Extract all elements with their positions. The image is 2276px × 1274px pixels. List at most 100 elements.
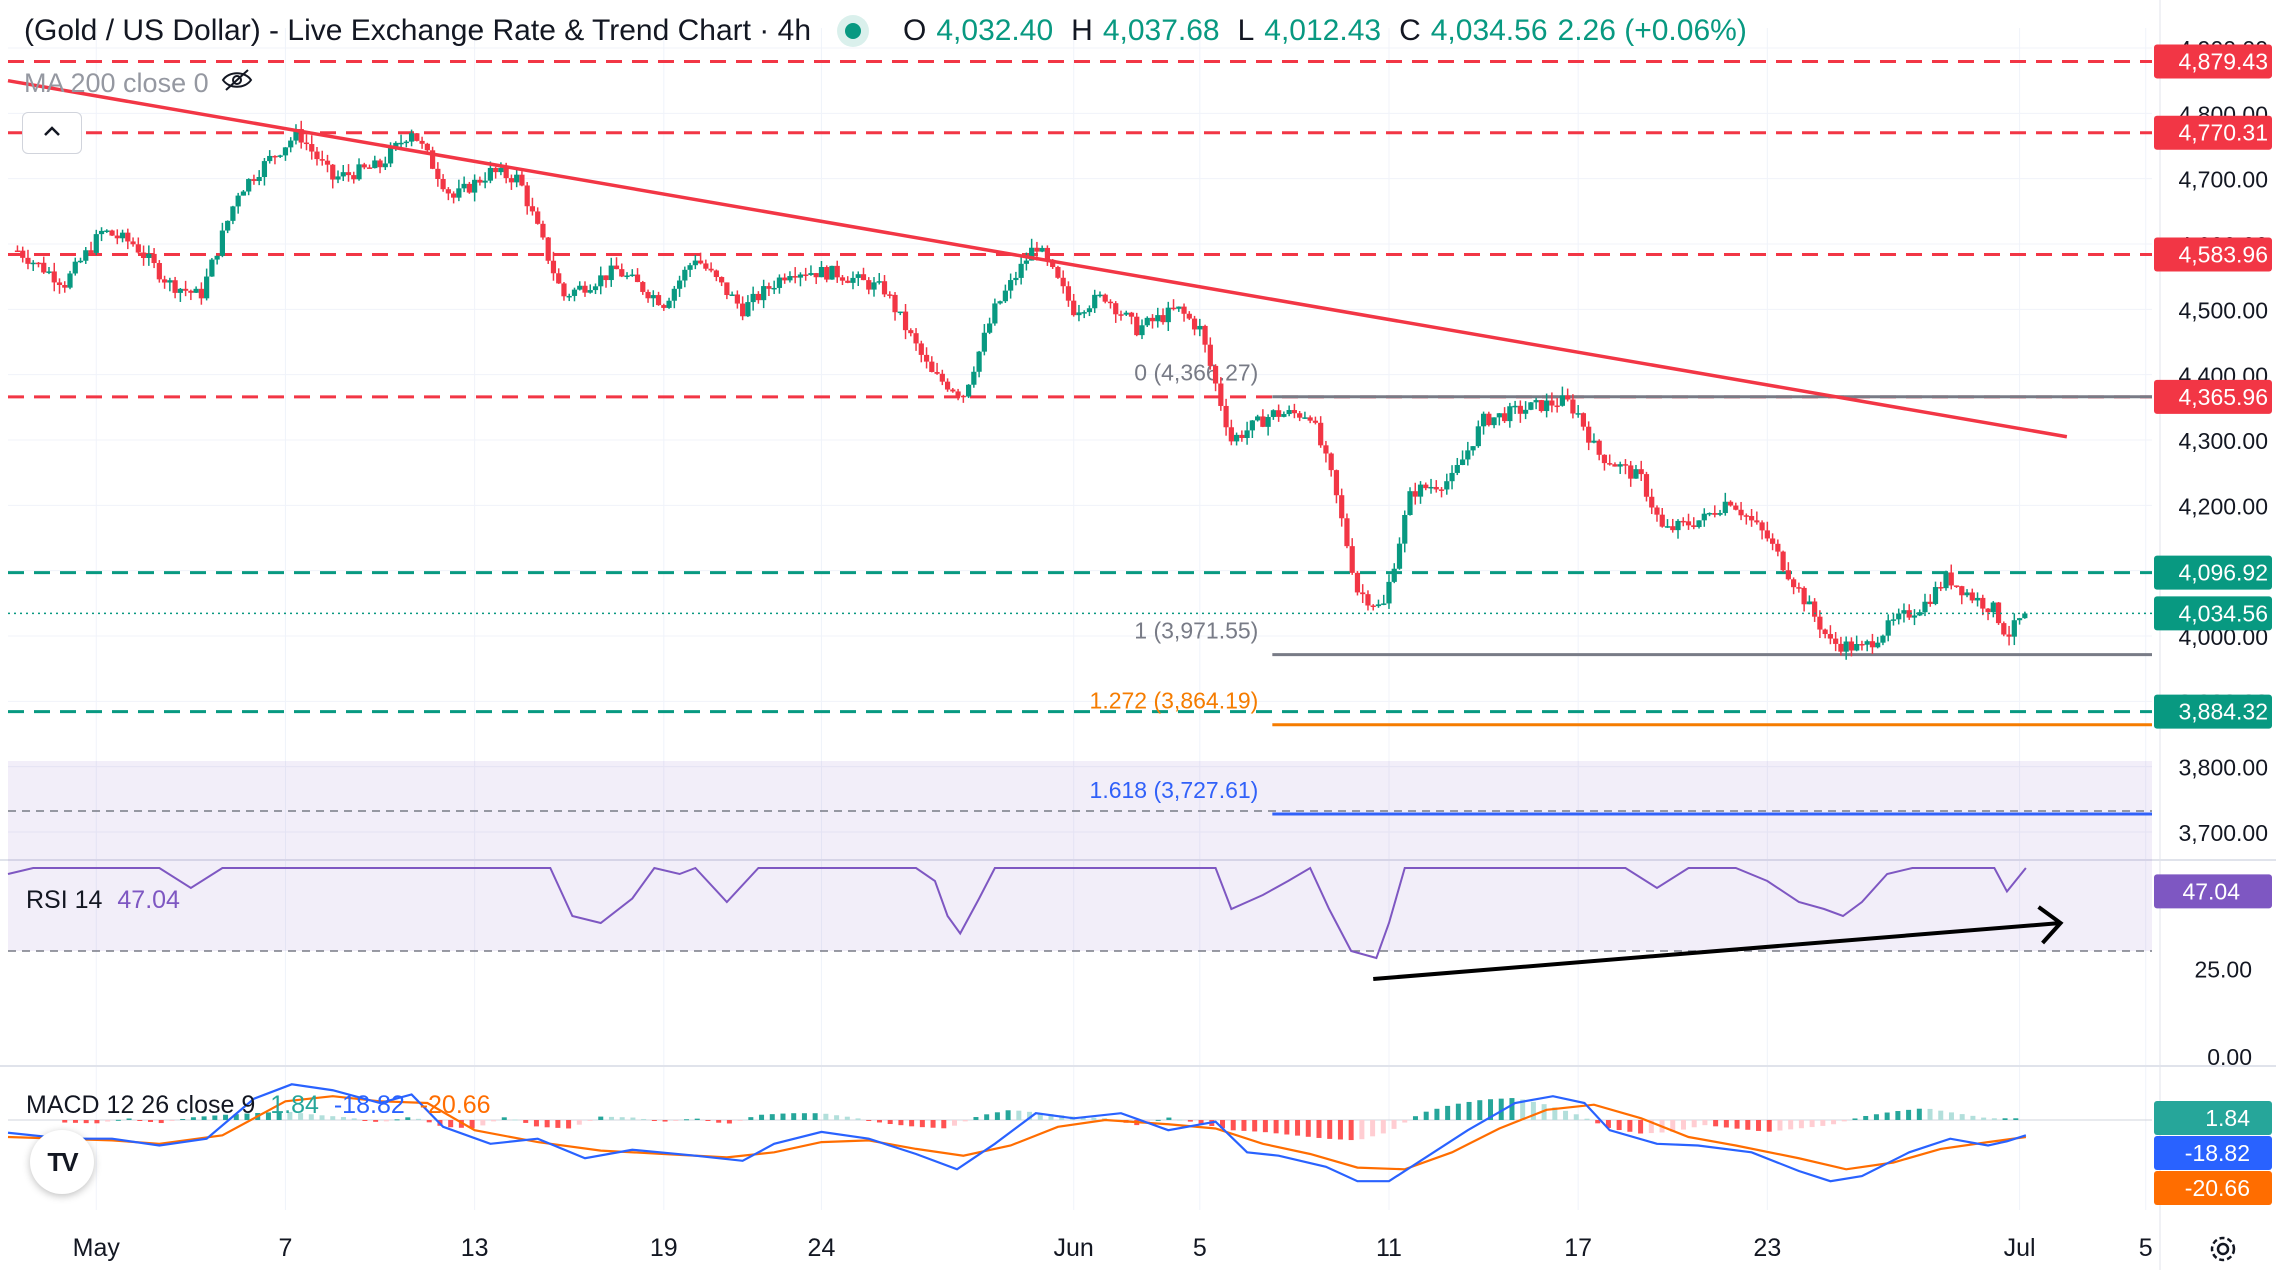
ma-indicator-legend[interactable]: MA 200 close 0 [24, 68, 253, 99]
collapse-legend-button[interactable] [22, 112, 82, 154]
candle-body [766, 286, 772, 289]
candle-body [1302, 417, 1308, 419]
macd-value-tag: -20.66 [2185, 1175, 2250, 1201]
candle-body [792, 276, 798, 278]
candle-body [424, 143, 430, 151]
candle-body [1202, 325, 1208, 345]
candle-body [282, 147, 289, 156]
candle-body [429, 150, 436, 169]
candle-body [1911, 615, 1918, 618]
macd-histogram-bar [1702, 1120, 1708, 1126]
candle-body [1754, 520, 1760, 523]
candle-body [1654, 507, 1660, 515]
candle-body [1869, 641, 1876, 648]
candle-body [1344, 518, 1350, 547]
level-price-tag-bg [2154, 555, 2272, 590]
macd-histogram-bar [1273, 1120, 1279, 1134]
price-tick-label: 4,500.00 [2178, 297, 2268, 323]
macd-histogram-bar [1573, 1114, 1579, 1120]
rsi-tick-label: 0.00 [2207, 1044, 2252, 1070]
macd-histogram-bar [244, 1113, 250, 1120]
time-axis[interactable]: May 7 13 19 24 Jun 5 11 17 23 Jul 5 [73, 1234, 2153, 1262]
macd-histogram-bar [180, 1118, 186, 1120]
rsi-title: RSI 14 [26, 886, 103, 914]
candle-body [267, 155, 273, 162]
eye-off-icon[interactable] [221, 68, 253, 99]
macd-histogram-bar [276, 1111, 282, 1120]
candle-body [897, 311, 903, 314]
candle-body [1680, 520, 1686, 523]
macd-histogram-bar [1895, 1111, 1901, 1120]
candle-body [918, 343, 924, 355]
price-axis[interactable]: 3,700.003,800.003,900.004,000.004,100.00… [2154, 36, 2272, 846]
rsi-legend[interactable]: RSI 14 47.04 [26, 886, 180, 915]
candle-body [1517, 405, 1523, 414]
candle-body [1990, 602, 1996, 613]
candle-body [456, 188, 462, 198]
candle-body [119, 232, 126, 239]
macd-histogram-bar [1670, 1120, 1676, 1132]
candle-body [256, 177, 262, 182]
tradingview-logo[interactable]: TV [30, 1130, 94, 1194]
macd-histogram-bar [930, 1120, 936, 1128]
price-tick-label: 4,200.00 [2178, 493, 2268, 519]
candle-body [1959, 586, 1965, 596]
price-tick-label: 3,800.00 [2178, 755, 2268, 781]
candle-body [1896, 613, 1902, 620]
candle-body [1864, 641, 1870, 645]
last-price-tag-bg [2154, 596, 2272, 631]
candle-body [277, 155, 283, 157]
macd-legend[interactable]: MACD 12 26 close 9 1.84 -18.82 -20.66 [26, 1091, 491, 1120]
candle-body [1097, 294, 1103, 297]
candle-body [624, 275, 630, 278]
candle-body [540, 223, 546, 238]
level-price-tag: 4,879.43 [2178, 48, 2268, 74]
macd-histogram-bar [919, 1120, 925, 1128]
fibonacci-extension[interactable]: 0 (4,366.27) 1 (3,971.55) 1.272 (3,864.19)… [1090, 360, 2152, 816]
macd-histogram-bar [1595, 1120, 1601, 1124]
time-tick-label: 5 [2139, 1234, 2153, 1262]
candle-body [892, 294, 898, 313]
symbol-title[interactable]: (Gold / US Dollar) - Live Exchange Rate … [24, 14, 812, 47]
candle-body [1449, 472, 1455, 482]
candle-body [435, 168, 441, 179]
candle-body [923, 354, 930, 362]
candle-body [1628, 465, 1634, 479]
candle-body [1775, 543, 1781, 552]
macd-histogram-bar [373, 1120, 379, 1122]
candle-body [225, 220, 231, 231]
candle-body [682, 269, 688, 281]
macd-histogram-bar [1777, 1120, 1783, 1131]
candle-body [1008, 280, 1014, 291]
macd-histogram-bar [1873, 1114, 1879, 1120]
macd-histogram-bar [1316, 1120, 1322, 1138]
candle-body [655, 295, 662, 306]
candle-body [834, 265, 840, 278]
macd-value-tag-bg [2154, 1136, 2272, 1170]
macd-histogram-bar [169, 1120, 175, 1122]
candle-body [514, 174, 520, 183]
open-value: 4,032.40 [936, 14, 1054, 47]
candle-body [209, 259, 215, 277]
descending-trendline[interactable] [7, 78, 2068, 439]
trendline[interactable] [7, 78, 2068, 439]
candle-body [740, 303, 746, 317]
candle-body [414, 133, 420, 141]
macd-histogram-bar [1177, 1119, 1183, 1121]
candle-body [1092, 294, 1098, 309]
candle-body [2022, 613, 2028, 619]
macd-histogram-bar [1638, 1120, 1644, 1134]
horizontal-levels[interactable] [8, 59, 2152, 714]
candle-body [1817, 616, 1823, 630]
candle-body [960, 395, 966, 398]
macd-histogram-bar [587, 1120, 593, 1121]
candle-body [829, 265, 835, 280]
gear-icon[interactable] [2206, 1232, 2240, 1274]
macd-histogram-bar [62, 1120, 68, 1123]
candle-body [1375, 604, 1382, 607]
macd-histogram-bar [501, 1117, 507, 1120]
candle-body [309, 144, 315, 152]
candle-body [1974, 597, 1981, 601]
macd-histogram-bar [319, 1115, 325, 1120]
